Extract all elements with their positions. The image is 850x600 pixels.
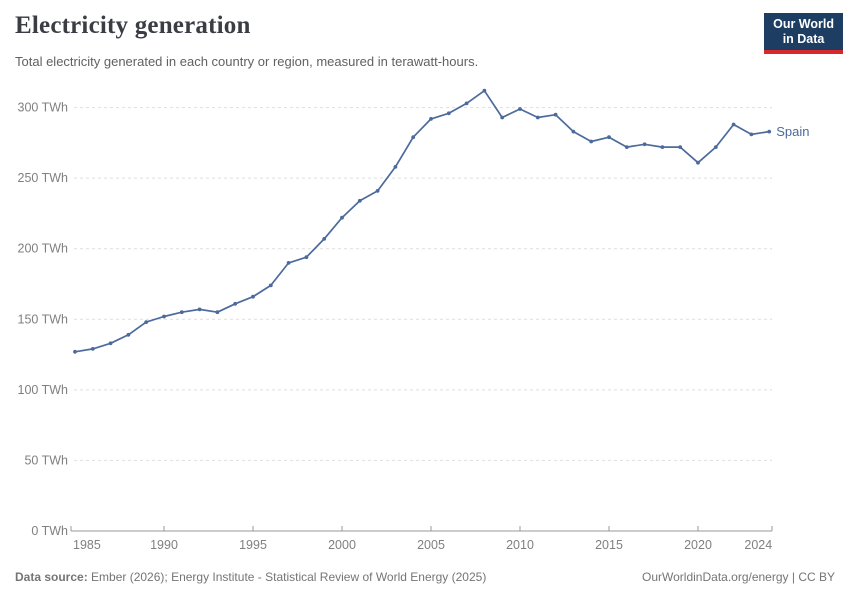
x-axis-tick-label: 2024 bbox=[744, 538, 772, 552]
data-point-marker bbox=[482, 88, 487, 93]
data-point-marker bbox=[535, 115, 540, 120]
data-point-marker bbox=[553, 112, 558, 117]
data-point-marker bbox=[411, 135, 416, 140]
data-point-marker bbox=[660, 145, 665, 150]
data-point-marker bbox=[393, 165, 398, 169]
data-point-marker bbox=[589, 139, 594, 144]
chart-subtitle: Total electricity generated in each coun… bbox=[15, 54, 479, 69]
data-point-marker bbox=[73, 349, 77, 354]
owid-logo[interactable]: Our World in Data bbox=[764, 13, 843, 54]
data-point-marker bbox=[731, 122, 736, 127]
x-axis: 1985 1990 1995 2000 2005 2010 2015 2020 2024 bbox=[70, 526, 773, 552]
data-point-marker bbox=[500, 115, 505, 120]
x-axis-tick-label: 1995 bbox=[239, 538, 267, 552]
y-axis-tick-label: 150 TWh bbox=[18, 312, 69, 326]
owid-logo-line2: in Data bbox=[782, 32, 825, 46]
y-grid: 0 TWh 50 TWh 100 TWh 150 TWh 200 TWh 250 TWh 3… bbox=[18, 101, 772, 538]
data-point-marker bbox=[322, 237, 327, 241]
x-axis-tick-label: 2010 bbox=[506, 538, 534, 552]
data-point-marker bbox=[607, 135, 611, 140]
owid-logo-line1: Our World bbox=[773, 17, 834, 31]
y-axis-tick-label: 300 TWh bbox=[18, 101, 69, 115]
data-point-marker bbox=[749, 132, 754, 137]
data-point-marker bbox=[429, 117, 433, 121]
data-point-marker bbox=[518, 107, 522, 111]
data-point-marker bbox=[90, 347, 95, 351]
data-point-marker bbox=[678, 145, 683, 150]
data-point-marker bbox=[268, 283, 273, 288]
data-point-marker bbox=[286, 261, 291, 265]
data-point-marker bbox=[642, 142, 647, 147]
series-label[interactable]: Spain bbox=[776, 124, 809, 139]
data-point-marker bbox=[713, 145, 718, 150]
y-axis-tick-label: 0 TWh bbox=[31, 524, 68, 538]
y-axis-tick-label: 100 TWh bbox=[18, 383, 69, 397]
data-point-marker bbox=[357, 198, 362, 203]
data-point-marker bbox=[126, 332, 131, 337]
data-point-marker bbox=[215, 310, 220, 315]
owid-url-link[interactable]: OurWorldinData.org/energy | CC BY bbox=[642, 570, 835, 584]
y-axis-tick-label: 250 TWh bbox=[18, 171, 69, 185]
data-point-marker bbox=[144, 320, 149, 324]
data-point-marker bbox=[179, 310, 184, 315]
data-source-text: Ember (2026); Energy Institute - Statist… bbox=[87, 570, 487, 584]
data-point-marker bbox=[696, 160, 700, 165]
data-point-marker bbox=[571, 129, 576, 134]
data-point-marker bbox=[624, 145, 629, 150]
data-source-note: Data source: Ember (2026); Energy Instit… bbox=[15, 570, 486, 584]
y-axis-tick-label: 50 TWh bbox=[24, 453, 68, 467]
chart-footer: Data source: Ember (2026); Energy Instit… bbox=[15, 570, 835, 584]
x-axis-tick-label: 2005 bbox=[417, 538, 445, 552]
x-axis-tick-label: 2020 bbox=[684, 538, 712, 552]
data-point-marker bbox=[446, 111, 451, 116]
series-line-spain[interactable]: Spain bbox=[73, 88, 809, 354]
data-point-marker bbox=[340, 215, 344, 220]
data-point-marker bbox=[464, 101, 469, 106]
data-point-marker bbox=[251, 294, 255, 299]
data-point-marker bbox=[162, 314, 166, 319]
x-axis-tick-label: 2000 bbox=[328, 538, 356, 552]
x-axis-tick-label: 2015 bbox=[595, 538, 623, 552]
data-point-marker bbox=[304, 255, 309, 260]
data-point-marker bbox=[108, 341, 113, 346]
series-path bbox=[74, 89, 771, 353]
data-point-marker bbox=[375, 189, 380, 193]
y-axis-tick-label: 200 TWh bbox=[18, 242, 69, 256]
chart-title: Electricity generation bbox=[15, 12, 251, 39]
data-point-marker bbox=[197, 307, 202, 312]
x-axis-tick-label: 1990 bbox=[150, 538, 178, 552]
data-point-marker bbox=[233, 301, 238, 306]
data-point-marker bbox=[767, 129, 772, 134]
data-source-label: Data source: bbox=[15, 570, 88, 584]
x-axis-tick-label: 1985 bbox=[73, 538, 101, 552]
